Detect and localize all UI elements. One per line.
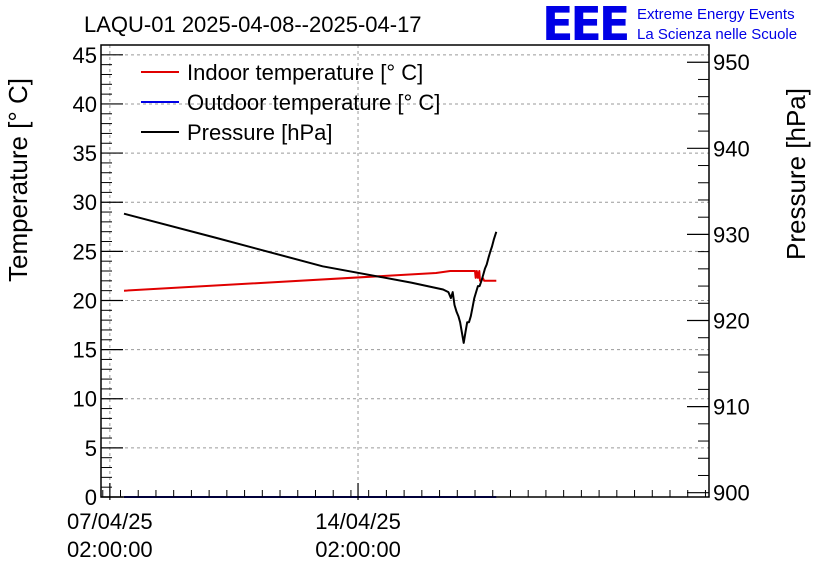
y-tick-label: 10 [73, 387, 97, 412]
legend: Indoor temperature [° C] Outdoor tempera… [141, 60, 440, 145]
y2-axis-label: Pressure [hPa] [781, 88, 811, 260]
x-tick-label-time: 02:00:00 [67, 537, 153, 562]
grid-lines [101, 45, 709, 497]
chart-title: LAQU-01 2025-04-08--2025-04-17 [84, 12, 422, 37]
y2-tick-label: 950 [713, 50, 750, 75]
y-tick-label: 20 [73, 288, 97, 313]
logo-line-2: La Scienza nelle Scuole [637, 26, 797, 43]
y2-tick-label: 910 [713, 395, 750, 420]
y-tick-label: 5 [85, 436, 97, 461]
logo-line-1: Extreme Energy Events [637, 6, 795, 23]
x-tick-label-time: 02:00:00 [315, 537, 401, 562]
axes: 0 5 10 15 20 25 30 35 40 45 900 910 920 930 940 950 07/0… [67, 43, 750, 562]
legend-label-pressure: Pressure [hPa] [187, 120, 333, 145]
legend-label-outdoor: Outdoor temperature [° C] [187, 90, 440, 115]
series-line-indoor-temperature [123, 270, 497, 292]
y2-tick-label: 900 [713, 481, 750, 506]
y2-tick-label: 930 [713, 222, 750, 247]
y-tick-label: 45 [73, 43, 97, 68]
y2-tick-label: 940 [713, 136, 750, 161]
y-tick-label: 25 [73, 239, 97, 264]
y-tick-label: 15 [73, 338, 97, 363]
x-tick-label-date: 07/04/25 [67, 509, 153, 534]
y2-tick-label: 920 [713, 309, 750, 334]
x-tick-label-date: 14/04/25 [315, 509, 401, 534]
y-tick-label: 0 [85, 485, 97, 510]
y-tick-label: 35 [73, 141, 97, 166]
logo-mark: EEE [542, 0, 628, 51]
y-tick-label: 40 [73, 92, 97, 117]
series-line-pressure [123, 212, 498, 344]
legend-label-indoor: Indoor temperature [° C] [187, 60, 423, 85]
eee-logo: EEE Extreme Energy Events La Scienza nel… [542, 0, 797, 51]
y-axis-label: Temperature [° C] [3, 78, 33, 282]
y-tick-label: 30 [73, 190, 97, 215]
series-layer [123, 212, 498, 498]
